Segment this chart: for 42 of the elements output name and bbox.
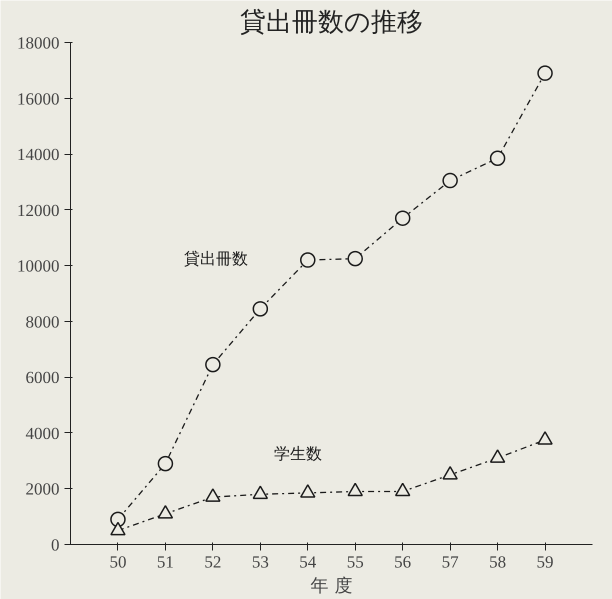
y-tick-label: 18000 bbox=[17, 34, 60, 52]
series-label: 学生数 bbox=[274, 444, 322, 463]
point bbox=[394, 210, 410, 226]
point bbox=[347, 482, 363, 496]
point bbox=[537, 431, 553, 445]
x-tick-label: 51 bbox=[156, 552, 174, 572]
point bbox=[537, 65, 553, 81]
x-tick-label: 53 bbox=[252, 552, 269, 572]
point bbox=[300, 252, 316, 268]
point bbox=[110, 522, 126, 536]
chart-title: 貸出冊数の推移 bbox=[240, 8, 423, 38]
point bbox=[442, 172, 458, 188]
y-tick-label: 10000 bbox=[17, 256, 60, 276]
point bbox=[394, 482, 410, 496]
y-tick-label: 16000 bbox=[17, 89, 60, 108]
point bbox=[252, 301, 268, 317]
x-tick-label: 52 bbox=[204, 552, 222, 572]
y-tick-label: 8000 bbox=[26, 312, 60, 332]
x-tick-label: 55 bbox=[346, 552, 364, 572]
point bbox=[490, 150, 506, 166]
point bbox=[490, 449, 506, 463]
y-tick-label: 14000 bbox=[17, 145, 60, 164]
x-tick-label: 58 bbox=[489, 552, 506, 572]
text: 貸出冊数 bbox=[184, 249, 248, 268]
point bbox=[205, 488, 221, 502]
x-tick-label: 59 bbox=[536, 552, 554, 572]
y-tick-label: 0 bbox=[51, 536, 60, 554]
x-tick-label: 57 bbox=[442, 552, 460, 572]
y-tick-label: 2000 bbox=[26, 480, 60, 499]
y-tick-label: 12000 bbox=[17, 200, 60, 220]
point bbox=[442, 466, 458, 480]
point bbox=[252, 485, 268, 500]
point bbox=[300, 484, 316, 498]
x-tick-label: 50 bbox=[109, 552, 126, 572]
x-tick-label: 54 bbox=[299, 552, 317, 572]
y-tick-label: 6000 bbox=[26, 368, 60, 388]
x-axis-title: 年 度 bbox=[310, 576, 352, 596]
point bbox=[347, 250, 363, 266]
point bbox=[158, 504, 174, 519]
x-tick-label: 56 bbox=[394, 552, 412, 572]
point bbox=[205, 356, 221, 372]
y-tick-label: 4000 bbox=[26, 424, 60, 443]
